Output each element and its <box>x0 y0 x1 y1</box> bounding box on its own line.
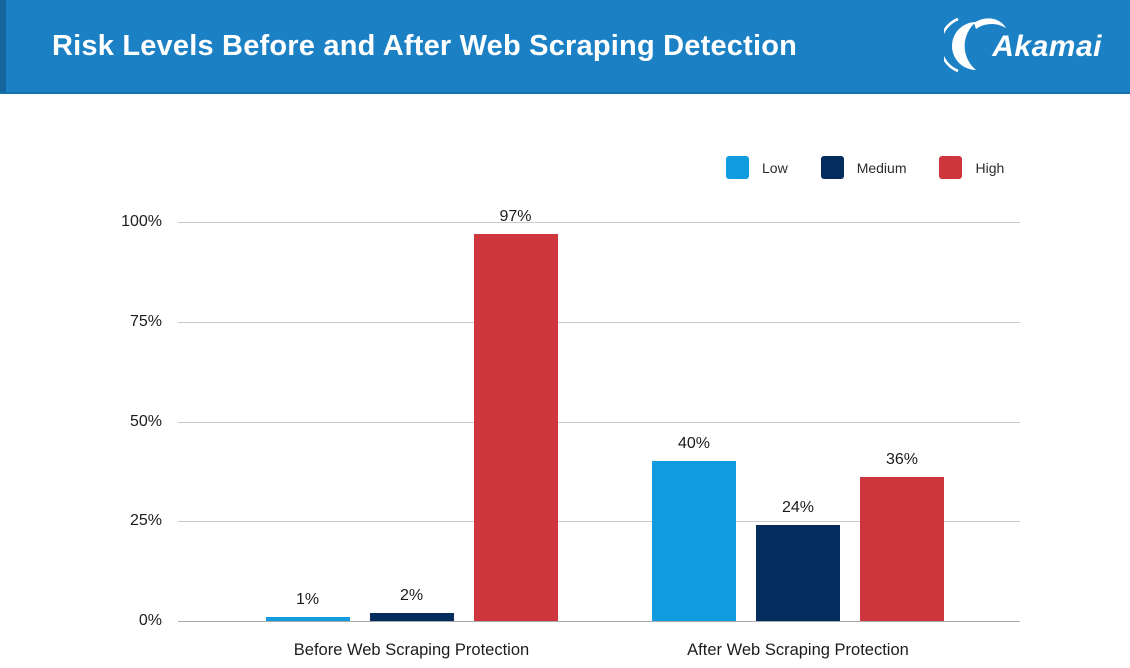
header-accent-strip <box>0 0 6 92</box>
gridline-50 <box>178 421 1020 423</box>
akamai-logo: Akamai <box>939 17 1102 76</box>
bar-value-label-before-high: 97% <box>499 207 532 225</box>
page-title: Risk Levels Before and After Web Scrapin… <box>52 29 798 62</box>
bar-after-medium <box>756 525 840 621</box>
bar-value-label-after-low: 40% <box>677 435 711 453</box>
legend-swatch-low <box>726 156 749 179</box>
legend-swatch-medium <box>820 156 844 179</box>
legend-swatch-high <box>939 156 963 179</box>
legend-label-high: High <box>975 159 1005 176</box>
gridline-25 <box>178 521 1020 523</box>
y-tick-label-50: 50% <box>129 412 162 430</box>
gridline-75 <box>178 321 1020 323</box>
header-banner: Risk Levels Before and After Web Scrapin… <box>0 0 1130 94</box>
legend-label-low: Low <box>762 159 788 176</box>
x-axis-label-before: Before Web Scraping Protection <box>293 641 530 659</box>
bar-before-high <box>473 233 558 621</box>
y-tick-label-25: 25% <box>129 512 162 530</box>
bar-value-label-after-medium: 24% <box>781 499 815 517</box>
bar-value-label-before-low: 1% <box>295 591 320 608</box>
y-tick-label-0: 0% <box>138 612 162 629</box>
bar-value-label-before-medium: 2% <box>399 587 424 605</box>
gridline-0 <box>178 621 1020 622</box>
akamai-logo-text: Akamai <box>992 30 1102 63</box>
legend-item-low: Low <box>726 156 788 179</box>
bar-before-medium <box>369 613 454 621</box>
bar-before-low <box>265 617 350 621</box>
bar-after-high <box>860 477 944 621</box>
y-tick-label-100: 100% <box>121 213 162 230</box>
chart-legend: Low Medium High <box>726 156 1004 179</box>
y-tick-label-75: 75% <box>129 312 162 330</box>
gridline-100 <box>178 222 1020 223</box>
legend-item-medium: Medium <box>820 156 907 179</box>
x-axis-label-after: After Web Scraping Protection <box>687 641 909 659</box>
bar-after-low <box>652 461 736 621</box>
bar-value-label-after-high: 36% <box>885 451 919 469</box>
legend-label-medium: Medium <box>856 159 907 176</box>
legend-item-high: High <box>939 156 1004 179</box>
